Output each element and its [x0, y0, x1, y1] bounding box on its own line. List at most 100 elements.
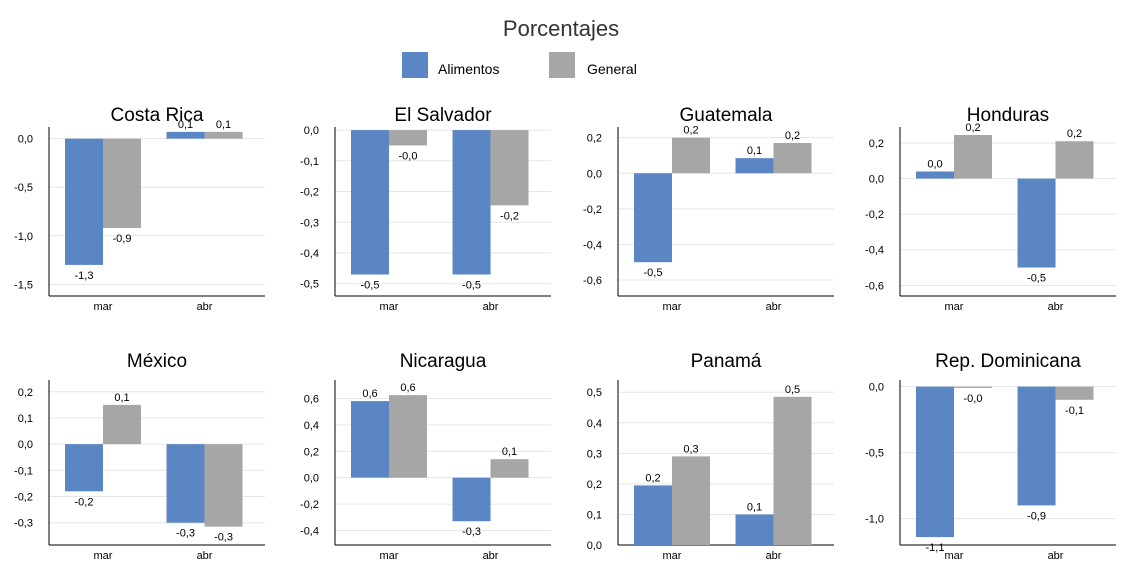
data-label: -0,5 [1027, 273, 1046, 285]
bar-general-mar [672, 456, 710, 545]
bar-general-mar [954, 386, 992, 388]
y-tick-label: 0,2 [304, 446, 319, 458]
data-label: 0,1 [502, 446, 517, 458]
data-label: 0,1 [178, 119, 193, 131]
x-category-label: abr [197, 550, 213, 562]
x-category-label: mar [380, 301, 399, 313]
y-tick-label: 0,6 [304, 393, 319, 405]
legend: Alimentos General [402, 52, 637, 78]
panel-title-panama: Panamá [691, 351, 762, 372]
bar-general-abr [204, 444, 243, 527]
y-tick-label: -0,2 [14, 492, 33, 504]
data-label: 0,2 [645, 472, 660, 484]
data-label: 0,3 [683, 443, 698, 455]
x-category-label: mar [94, 301, 113, 313]
y-tick-label: 0,4 [587, 418, 602, 430]
bar-alimentos-abr [452, 130, 491, 275]
bar-alimentos-mar [65, 138, 103, 265]
y-tick-label: -1,5 [14, 279, 33, 291]
bar-alimentos-abr [166, 444, 205, 523]
x-category-label: mar [945, 301, 964, 313]
legend-swatch-general [549, 52, 575, 78]
panel-title-costa-rica: Costa Rica [111, 105, 204, 126]
x-category-label: mar [945, 550, 964, 562]
bar-alimentos-abr [166, 131, 205, 139]
x-category-label: abr [197, 301, 213, 313]
data-label: 0,5 [785, 384, 800, 396]
y-tick-label: 0,0 [587, 540, 602, 552]
bar-alimentos-abr [1017, 178, 1056, 268]
x-category-label: mar [663, 550, 682, 562]
legend-label-alimentos: Alimentos [438, 61, 499, 77]
bar-general-abr [1055, 141, 1094, 179]
bar-general-abr [773, 143, 812, 174]
bar-general-mar [103, 138, 141, 229]
data-label: 0,1 [114, 392, 129, 404]
bar-alimentos-abr [1017, 386, 1056, 506]
bar-general-abr [204, 131, 243, 139]
x-category-label: abr [483, 550, 499, 562]
y-tick-label: 0,0 [869, 174, 884, 186]
bar-alimentos-mar [65, 444, 103, 492]
data-label: 0,2 [1067, 128, 1082, 140]
data-label: -0,2 [75, 496, 94, 508]
panel-title-honduras: Honduras [967, 105, 1049, 126]
panel-title-el-salvador: El Salvador [394, 105, 492, 126]
data-label: -0,5 [462, 279, 481, 291]
data-label: 0,2 [785, 130, 800, 142]
bar-general-mar [389, 130, 427, 146]
bar-alimentos-mar [916, 386, 954, 538]
panel-title-guatemala: Guatemala [680, 105, 773, 126]
x-category-label: abr [766, 550, 782, 562]
y-tick-label: 0,0 [869, 382, 884, 394]
data-label: 0,6 [400, 382, 415, 394]
y-tick-label: 0,0 [18, 439, 33, 451]
data-label: 0,2 [683, 125, 698, 137]
x-category-label: mar [94, 550, 113, 562]
y-tick-label: 0,2 [587, 479, 602, 491]
panel-costa-rica: Costa Rica 0,0 -0,5 -1,0 -1,5 mar -1,3 -0,9 abr 0… [14, 105, 265, 313]
data-label: -0,9 [113, 233, 132, 245]
y-tick-label: -0,2 [865, 209, 884, 221]
bar-alimentos-mar [634, 485, 672, 545]
y-tick-label: 0,0 [304, 473, 319, 485]
y-tick-label: 0,3 [587, 448, 602, 460]
y-tick-label: -1,0 [865, 514, 884, 526]
data-label: 0,2 [965, 122, 980, 134]
panel-nicaragua: Nicaragua 0,6 0,4 0,2 0,0 -0,2 -0,4 mar 0,6 0,6 ab… [300, 351, 551, 562]
y-tick-label: -0,3 [300, 217, 319, 229]
data-label: -0,0 [964, 393, 983, 405]
bar-alimentos-mar [916, 171, 954, 179]
panel-title-mexico: México [127, 351, 187, 372]
bar-general-mar [672, 137, 710, 174]
bar-alimentos-abr [452, 477, 491, 522]
bar-general-mar [389, 395, 427, 478]
x-category-label: abr [483, 301, 499, 313]
panel-el-salvador: El Salvador0,0-0,1-0,2-0,3-0,4-0,5mar-0,… [300, 105, 551, 313]
panels: Costa Rica 0,0 -0,5 -1,0 -1,5 mar -1,3 -0,9 abr 0… [14, 105, 1116, 562]
y-tick-label: -0,6 [583, 275, 602, 287]
data-label: 0,1 [747, 145, 762, 157]
y-tick-label: -0,6 [865, 280, 884, 292]
bar-alimentos-mar [351, 130, 389, 275]
y-tick-label: -0,1 [300, 156, 319, 168]
panel-honduras: Honduras0,20,0-0,2-0,4-0,6mar0,00,2abr-0… [865, 105, 1116, 313]
data-label: 0,1 [747, 501, 762, 513]
panel-panama: Panamá 0,5 0,4 0,3 0,2 0,1 0,0 mar 0,2 0,3 abr 0,1 0… [587, 351, 834, 562]
data-label: 0,1 [216, 119, 231, 131]
y-tick-label: -0,4 [300, 525, 319, 537]
y-tick-label: 0,2 [18, 387, 33, 399]
data-label: -0,3 [214, 532, 233, 544]
y-tick-label: -0,4 [865, 245, 884, 257]
y-tick-label: 0,1 [587, 509, 602, 521]
y-tick-label: -0,1 [14, 465, 33, 477]
data-label: -0,3 [462, 526, 481, 538]
data-label: -0,9 [1027, 510, 1046, 522]
panel-title-nicaragua: Nicaragua [400, 351, 487, 372]
bar-alimentos-abr [735, 158, 774, 174]
y-tick-label: 0,5 [587, 387, 602, 399]
data-label: -0,5 [644, 267, 663, 279]
bar-general-abr [1055, 386, 1094, 400]
data-label: 0,6 [362, 388, 377, 400]
